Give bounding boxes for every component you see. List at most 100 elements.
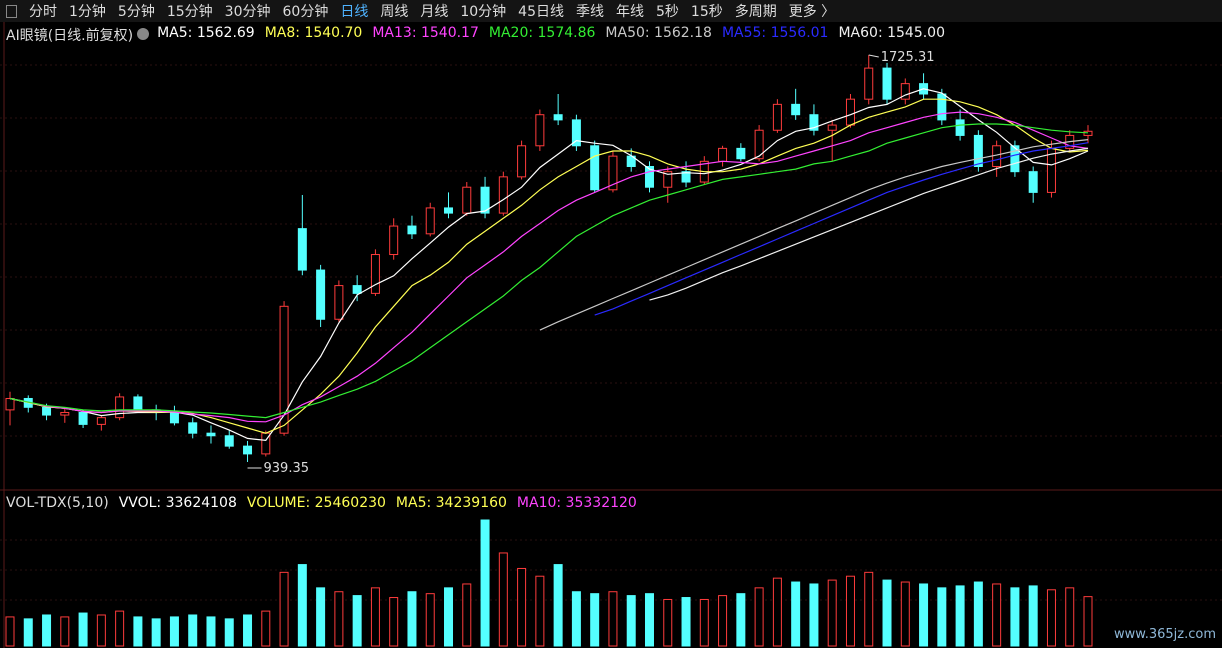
ma-line xyxy=(594,142,1089,316)
volume-bar xyxy=(1083,596,1093,647)
volume-bar xyxy=(462,583,472,647)
volume-bar xyxy=(133,616,143,647)
candle-body xyxy=(389,225,399,256)
volume-bar xyxy=(699,598,709,647)
period-toolbar: 分时 1分钟 5分钟 15分钟 30分钟 60分钟 日线 周线 月线 10分钟 45日线 季线 年线 5秒… xyxy=(0,0,1222,22)
ma-legend: MA55: 1556.01 xyxy=(721,25,829,41)
candle-body xyxy=(571,119,581,147)
volume-bar xyxy=(827,579,837,647)
volume-title: VOL-TDX(5,10) xyxy=(6,495,109,511)
volume-bar xyxy=(590,593,600,647)
volume-bar xyxy=(1046,589,1056,647)
period-tab[interactable]: 60分钟 xyxy=(282,4,329,20)
volume-bar xyxy=(425,593,435,647)
candle-body xyxy=(864,67,874,100)
volume-bar xyxy=(389,597,399,647)
volume-bar xyxy=(1010,587,1020,647)
period-tab[interactable]: 5分钟 xyxy=(117,4,155,20)
ma-legend: MA13: 1540.17 xyxy=(372,25,479,41)
toolbar-icon[interactable] xyxy=(6,4,17,18)
volume-bar xyxy=(1028,585,1038,647)
ma-line xyxy=(9,123,1089,419)
candle-body xyxy=(937,93,947,121)
volume-bar xyxy=(626,595,636,647)
volume-bar xyxy=(480,519,490,647)
period-tab[interactable]: 10分钟 xyxy=(460,4,507,20)
volume-bar xyxy=(370,587,380,647)
volume-bar xyxy=(919,583,929,647)
volume-legend-item: VVOL: 33624108 xyxy=(118,495,237,511)
candle-body xyxy=(772,103,782,131)
high-pointer xyxy=(868,54,879,58)
volume-legend-item: MA5: 34239160 xyxy=(395,495,507,511)
period-tab[interactable]: 年线 xyxy=(615,4,644,20)
volume-bar xyxy=(955,585,965,647)
volume-bar xyxy=(535,575,545,647)
candle-body xyxy=(297,228,307,271)
period-tab[interactable]: 1分钟 xyxy=(69,4,106,20)
dropdown-icon[interactable] xyxy=(137,28,150,40)
candle-body xyxy=(316,269,326,320)
volume-bar xyxy=(663,598,673,647)
volume-bar xyxy=(444,587,454,647)
volume-bar xyxy=(900,581,910,647)
period-tab[interactable]: 45日线 xyxy=(518,4,564,20)
candle-body xyxy=(78,411,88,425)
ma-legend: MA60: 1545.00 xyxy=(838,25,945,41)
candle-body xyxy=(1028,171,1038,193)
candle-body xyxy=(845,98,855,126)
volume-bar xyxy=(571,591,581,647)
candle-body xyxy=(96,417,106,425)
candle-body xyxy=(718,147,728,162)
volume-bar xyxy=(243,614,253,647)
period-tab[interactable]: 15分钟 xyxy=(166,4,213,20)
volume-bar xyxy=(224,618,234,647)
volume-bar xyxy=(352,595,362,647)
volume-bar xyxy=(973,581,983,647)
candle-body xyxy=(60,411,70,416)
candle-body xyxy=(553,114,563,121)
candle-body xyxy=(133,396,143,411)
chart-title: AI眼镜(日线.前复权) xyxy=(6,28,134,44)
volume-bar xyxy=(96,614,106,647)
candle-body xyxy=(736,147,746,160)
candle-body xyxy=(1010,145,1020,173)
candle-body xyxy=(517,145,527,178)
period-tab[interactable]: 分时 xyxy=(29,4,57,20)
period-tab[interactable]: 更多 〉 xyxy=(788,4,836,20)
period-tab[interactable]: 日线 xyxy=(340,4,369,20)
candle-body xyxy=(480,186,490,214)
candle-body xyxy=(169,411,179,424)
period-tab[interactable]: 5秒 xyxy=(655,4,679,20)
candle-body xyxy=(243,445,253,455)
candle-body xyxy=(955,119,965,136)
high-price-label: 1725.31 xyxy=(881,50,935,65)
candle-body xyxy=(279,305,289,434)
period-tab[interactable]: 季线 xyxy=(575,4,604,20)
watermark: www.365jz.com xyxy=(1114,627,1216,642)
period-tab[interactable]: 月线 xyxy=(420,4,449,20)
volume-bar xyxy=(718,595,728,647)
period-tab[interactable]: 30分钟 xyxy=(224,4,271,20)
candle-body xyxy=(754,129,764,160)
volume-bar xyxy=(151,618,161,647)
candle-body xyxy=(827,124,837,131)
volume-bar xyxy=(864,571,874,647)
volume-bar xyxy=(809,583,819,647)
volume-legend-item: VOLUME: 25460230 xyxy=(246,495,386,511)
period-tab[interactable]: 15秒 xyxy=(690,4,723,20)
volume-bar xyxy=(206,616,216,647)
volume-bar xyxy=(297,564,307,647)
volume-bar xyxy=(279,571,289,647)
ma-legend: MA20: 1574.86 xyxy=(488,25,596,41)
period-tab[interactable]: 周线 xyxy=(380,4,409,20)
volume-legend-item: MA10: 35332120 xyxy=(516,495,637,511)
volume-bar xyxy=(681,597,691,647)
volume-bar xyxy=(5,616,15,647)
period-tab[interactable]: 多周期 xyxy=(734,4,777,20)
volume-bar xyxy=(553,564,563,647)
candle-body xyxy=(1083,130,1093,136)
candle-body xyxy=(188,422,198,434)
